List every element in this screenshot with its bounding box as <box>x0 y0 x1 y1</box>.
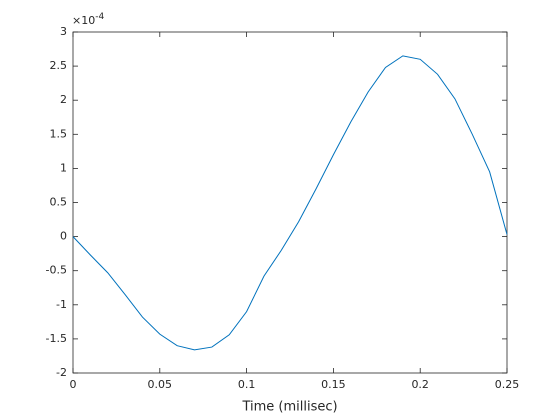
y-tick-label: 2.5 <box>50 59 68 72</box>
x-tick-label: 0 <box>70 378 77 391</box>
y-tick-label: -1.5 <box>46 332 67 345</box>
y-multiplier: ×10-4 <box>72 12 104 28</box>
y-tick-label: -0.5 <box>46 264 67 277</box>
y-tick-label: 0 <box>60 230 67 243</box>
y-multiplier-exponent: -4 <box>95 12 104 22</box>
x-tick-label: 0.1 <box>238 378 256 391</box>
x-tick-label: 0.05 <box>148 378 173 391</box>
y-tick-label: 1.5 <box>50 127 68 140</box>
line-series <box>72 55 508 351</box>
y-tick-label: 3 <box>60 25 67 38</box>
x-tick-label: 0.25 <box>495 378 520 391</box>
y-tick-label: -1 <box>56 298 67 311</box>
x-tick-label: 0.15 <box>321 378 346 391</box>
y-tick-label: 1 <box>60 161 67 174</box>
y-tick-label: 2 <box>60 93 67 106</box>
x-axis-label: Time (millisec) <box>241 400 337 415</box>
y-tick-label: -2 <box>56 366 67 379</box>
y-multiplier-base: ×10 <box>72 14 95 27</box>
x-tick-label: 0.2 <box>411 378 429 391</box>
y-tick-label: 0.5 <box>50 196 68 209</box>
